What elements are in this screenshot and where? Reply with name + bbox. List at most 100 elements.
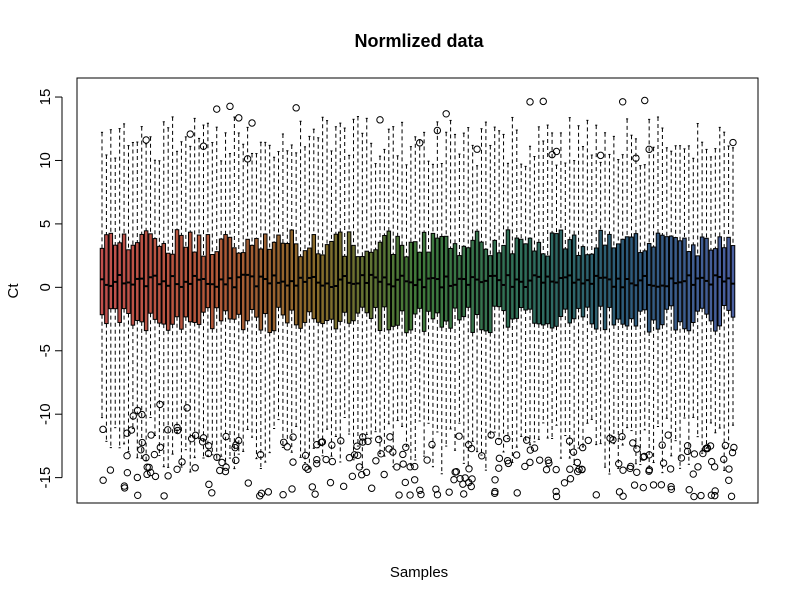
outlier-point xyxy=(423,456,431,464)
outlier-point xyxy=(578,443,587,452)
y-axis: -15 -10 -5 0 5 10 15 xyxy=(37,89,63,489)
outlier-point xyxy=(142,136,150,144)
outlier-point xyxy=(289,458,297,466)
outlier-point xyxy=(133,473,142,482)
y-tick-label: -15 xyxy=(37,467,54,489)
outlier-point xyxy=(248,119,256,127)
outlier-point xyxy=(367,484,376,492)
outlier-point xyxy=(406,463,414,471)
outlier-point xyxy=(433,126,442,135)
outlier-point xyxy=(198,438,207,446)
box xyxy=(435,237,440,314)
outlier-point xyxy=(173,423,181,432)
box xyxy=(536,241,542,325)
outlier-point xyxy=(218,458,226,467)
outlier-point xyxy=(393,463,401,471)
outlier-point xyxy=(442,110,450,118)
box xyxy=(382,235,387,308)
outlier-point xyxy=(145,463,153,472)
outlier-point xyxy=(279,438,288,446)
box xyxy=(333,233,339,330)
outlier-point xyxy=(683,447,692,456)
outlier-point xyxy=(552,465,560,474)
outlier-point xyxy=(573,458,582,467)
outlier-point xyxy=(685,486,693,494)
box xyxy=(263,233,268,315)
outlier-point xyxy=(399,450,407,459)
outlier-point xyxy=(292,104,300,112)
outlier-point xyxy=(362,468,371,477)
outlier-point xyxy=(178,458,186,466)
outlier-point xyxy=(633,445,641,453)
box xyxy=(514,237,520,319)
box xyxy=(629,236,634,320)
outlier-point xyxy=(428,440,436,449)
box xyxy=(479,241,484,331)
outlier-point xyxy=(664,431,672,439)
outlier-point xyxy=(728,448,737,457)
box xyxy=(567,239,572,324)
box xyxy=(170,253,175,325)
box xyxy=(563,248,568,310)
box xyxy=(267,248,272,334)
box xyxy=(457,255,462,321)
outlier-point xyxy=(308,483,317,491)
box xyxy=(532,250,537,324)
box xyxy=(730,245,736,318)
box xyxy=(633,233,639,327)
outlier-point xyxy=(399,460,407,468)
outlier-point xyxy=(619,466,627,474)
box xyxy=(342,255,347,313)
outlier-point xyxy=(539,97,547,106)
outlier-point xyxy=(410,476,419,484)
outlier-point xyxy=(526,446,534,454)
outlier-point xyxy=(609,436,617,444)
outlier-point xyxy=(512,451,521,459)
outlier-point xyxy=(433,490,442,499)
outlier-point xyxy=(374,435,383,444)
box xyxy=(179,234,184,330)
box xyxy=(545,255,550,325)
outlier-point xyxy=(641,96,649,105)
box xyxy=(607,233,612,308)
outlier-point xyxy=(138,410,146,419)
outlier-point xyxy=(337,437,345,445)
outlier-point xyxy=(311,490,319,498)
box xyxy=(713,248,718,332)
outlier-point xyxy=(633,468,641,476)
outlier-point xyxy=(677,454,686,462)
box xyxy=(302,250,308,323)
outlier-point xyxy=(487,431,495,439)
box xyxy=(448,247,453,329)
outlier-point xyxy=(99,425,107,434)
outlier-point xyxy=(354,451,362,460)
outlier-point xyxy=(544,456,552,465)
outlier-point xyxy=(120,484,129,492)
box xyxy=(642,250,648,311)
outlier-point xyxy=(460,490,468,498)
box xyxy=(174,229,180,318)
outlier-point xyxy=(106,466,115,474)
box xyxy=(258,248,264,331)
box xyxy=(254,237,259,318)
box xyxy=(470,239,475,333)
box xyxy=(686,251,692,332)
outlier-point xyxy=(359,433,367,441)
outlier-point xyxy=(495,454,504,463)
outlier-point xyxy=(566,475,575,483)
box xyxy=(655,232,661,330)
outlier-point xyxy=(707,491,716,499)
box xyxy=(616,243,621,320)
outlier-point xyxy=(417,490,425,499)
box xyxy=(488,255,493,334)
outlier-point xyxy=(645,145,653,154)
outlier-point xyxy=(359,438,367,446)
box xyxy=(271,241,277,332)
outlier-point xyxy=(151,472,160,481)
outlier-point xyxy=(689,470,697,478)
outlier-point xyxy=(173,426,182,435)
outlier-point xyxy=(521,462,529,471)
outlier-point xyxy=(313,459,321,468)
outlier-point xyxy=(491,476,499,484)
x-axis-label: Samples xyxy=(390,564,448,581)
